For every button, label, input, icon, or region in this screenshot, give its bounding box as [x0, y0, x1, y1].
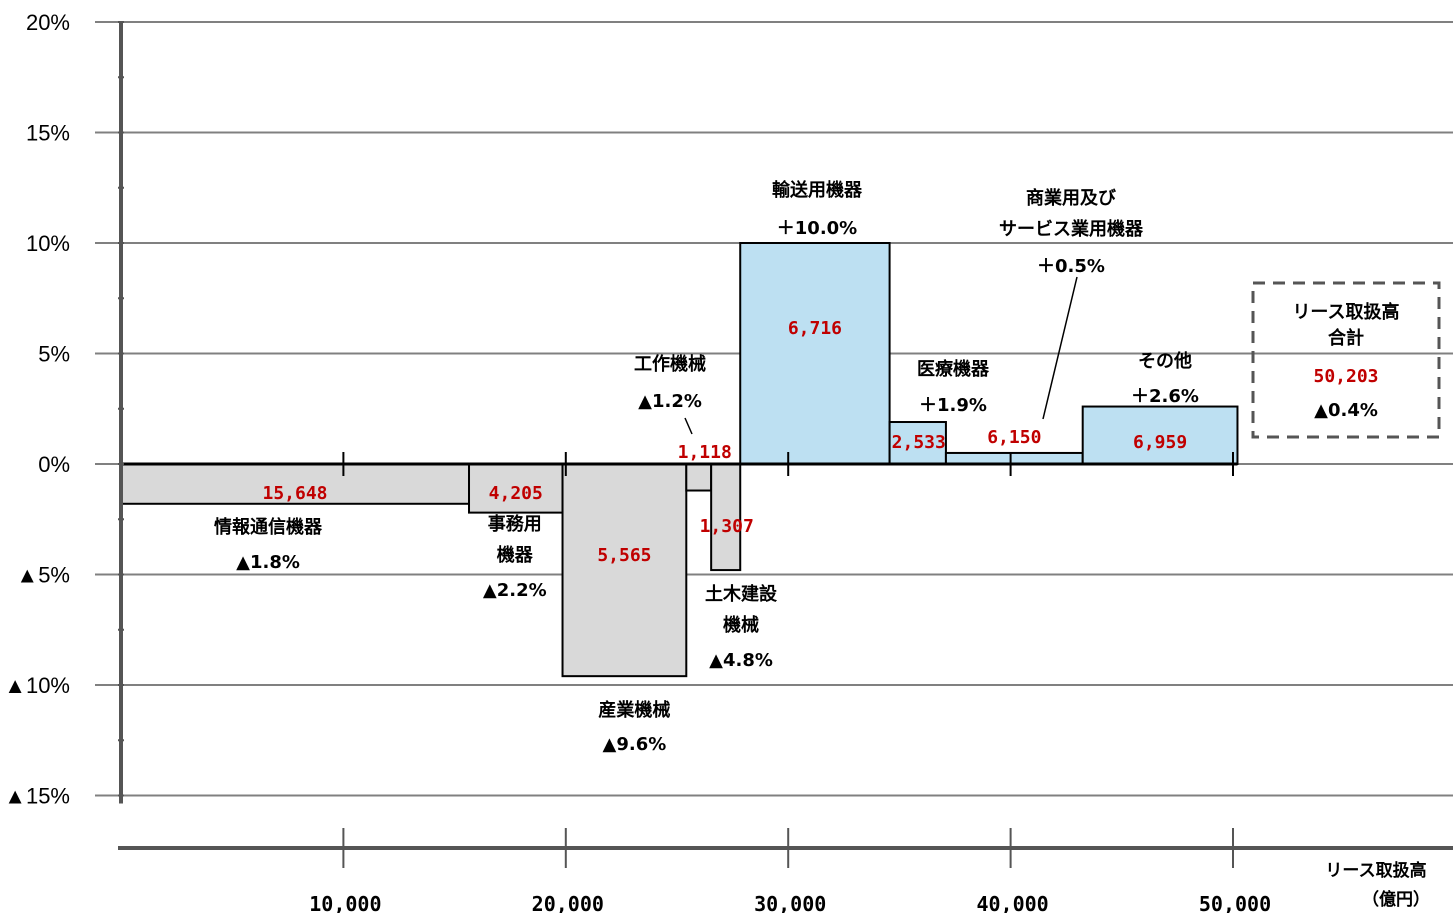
axes — [118, 21, 1453, 868]
category-label: 輸送用機器 — [772, 179, 863, 201]
total-label: リース取扱高 — [1292, 301, 1399, 323]
change-label: ▲4.8% — [709, 650, 773, 671]
bar-value-label: 1,118 — [678, 442, 732, 463]
x-tick-label: 10,000 — [309, 892, 381, 913]
y-tick-label: 5% — [38, 342, 70, 367]
category-label: 機器 — [497, 544, 534, 566]
category-label: 医療機器 — [917, 358, 990, 380]
category-label: 土木建設 — [705, 583, 778, 605]
y-tick-label: 0% — [38, 452, 70, 477]
y-tick-label: ▲15% — [4, 784, 70, 809]
bar — [1081, 405, 1239, 466]
bar-value-label: 6,959 — [1133, 432, 1187, 453]
y-tick-label: 10% — [26, 231, 70, 256]
category-label: その他 — [1138, 350, 1192, 372]
leader-line — [1042, 276, 1078, 420]
bar-value-label: 6,150 — [987, 427, 1041, 448]
y-tick-label: 15% — [26, 121, 70, 146]
bar-value-label: 1,307 — [700, 516, 754, 537]
change-label: ＋10.0% — [777, 218, 857, 239]
bar-value-label: 2,533 — [892, 432, 946, 453]
bar-value-label: 4,205 — [489, 483, 543, 504]
bar — [561, 463, 688, 678]
category-label: 工作機械 — [634, 353, 706, 375]
bar-value-label: 5,565 — [597, 545, 651, 566]
change-label: ＋1.9% — [919, 395, 987, 416]
x-tick-label: 20,000 — [532, 892, 604, 913]
bar — [739, 242, 891, 465]
total-label: 合計 — [1328, 327, 1364, 349]
bar — [710, 463, 742, 572]
change-label: ▲1.8% — [236, 552, 300, 573]
category-label: 事務用 — [488, 513, 542, 535]
total-amount: 50,203 — [1313, 366, 1378, 387]
bar-value-label: 6,716 — [788, 318, 842, 339]
x-tick-label: 40,000 — [976, 892, 1048, 913]
x-axis-label: リース取扱高 — [1325, 860, 1426, 881]
bar-value-label: 15,648 — [262, 483, 327, 504]
labels: 20% 15% 10% 5% 0% ▲5% ▲10% ▲15% 10,000 20,000 30,0… — [4, 10, 1441, 913]
change-label: ＋2.6% — [1131, 386, 1199, 407]
x-tick-label: 30,000 — [754, 892, 826, 913]
x-axis-unit: （億円） — [1362, 889, 1430, 910]
category-label: 機械 — [723, 614, 759, 636]
y-tick-label: 20% — [26, 10, 70, 35]
bar — [468, 463, 564, 514]
leader-line — [684, 417, 693, 435]
bar — [944, 451, 1084, 466]
category-label: 産業機械 — [598, 699, 670, 721]
bar — [685, 463, 713, 492]
change-label: ▲1.2% — [638, 391, 702, 412]
change-label: ▲2.2% — [483, 580, 547, 601]
bar — [888, 421, 947, 466]
change-label: ＋0.5% — [1037, 256, 1105, 277]
category-label: 情報通信機器 — [214, 516, 323, 538]
bars — [120, 242, 1239, 678]
total-change: ▲0.4% — [1314, 400, 1378, 421]
category-label: 商業用及び — [1026, 187, 1117, 209]
y-tick-label: ▲10% — [4, 673, 70, 698]
category-label: サービス業用機器 — [999, 218, 1144, 240]
change-label: ▲9.6% — [603, 734, 667, 755]
x-tick-label: 50,000 — [1199, 892, 1271, 913]
y-tick-label: ▲5% — [16, 563, 70, 588]
total-box — [1251, 281, 1441, 439]
